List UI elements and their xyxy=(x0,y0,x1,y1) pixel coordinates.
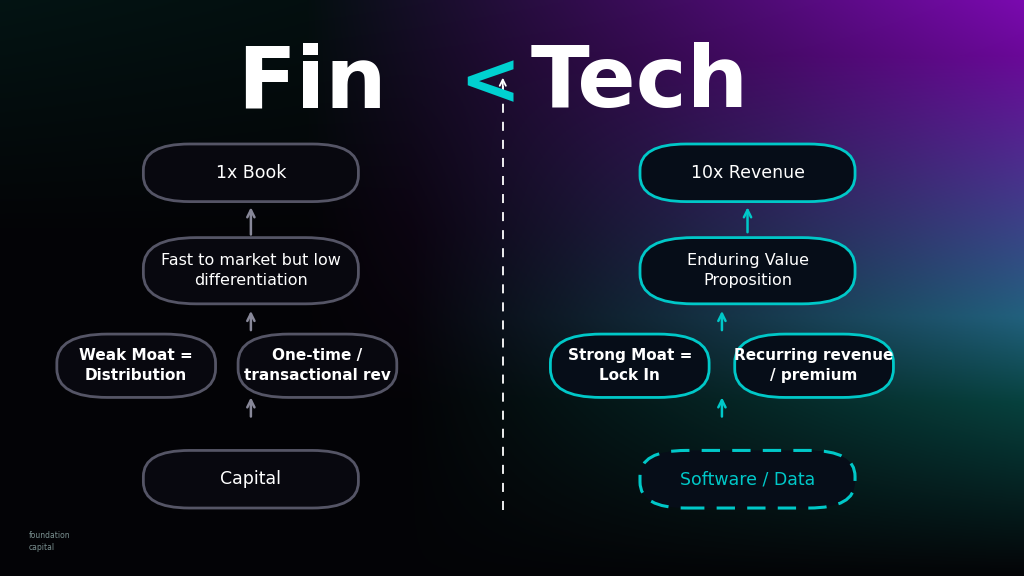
Text: foundation
capital: foundation capital xyxy=(29,531,71,552)
FancyBboxPatch shape xyxy=(551,334,709,397)
FancyBboxPatch shape xyxy=(238,334,396,397)
FancyBboxPatch shape xyxy=(640,144,855,202)
Text: Weak Moat =
Distribution: Weak Moat = Distribution xyxy=(79,348,194,383)
Text: Tech: Tech xyxy=(530,42,750,125)
FancyBboxPatch shape xyxy=(143,450,358,508)
Text: Fast to market but low
differentiation: Fast to market but low differentiation xyxy=(161,253,341,288)
Text: Strong Moat =
Lock In: Strong Moat = Lock In xyxy=(567,348,692,383)
Text: One-time /
transactional rev: One-time / transactional rev xyxy=(244,348,391,383)
Text: Fin: Fin xyxy=(238,42,387,125)
FancyBboxPatch shape xyxy=(735,334,893,397)
FancyBboxPatch shape xyxy=(57,334,216,397)
Text: 10x Revenue: 10x Revenue xyxy=(690,164,805,182)
FancyBboxPatch shape xyxy=(143,144,358,202)
Text: Capital: Capital xyxy=(220,470,282,488)
Text: <: < xyxy=(459,48,520,119)
Text: Recurring revenue
/ premium: Recurring revenue / premium xyxy=(734,348,894,383)
Text: Software / Data: Software / Data xyxy=(680,470,815,488)
Text: Enduring Value
Proposition: Enduring Value Proposition xyxy=(686,253,809,288)
Text: 1x Book: 1x Book xyxy=(216,164,286,182)
FancyBboxPatch shape xyxy=(640,237,855,304)
FancyBboxPatch shape xyxy=(640,450,855,508)
FancyBboxPatch shape xyxy=(143,237,358,304)
